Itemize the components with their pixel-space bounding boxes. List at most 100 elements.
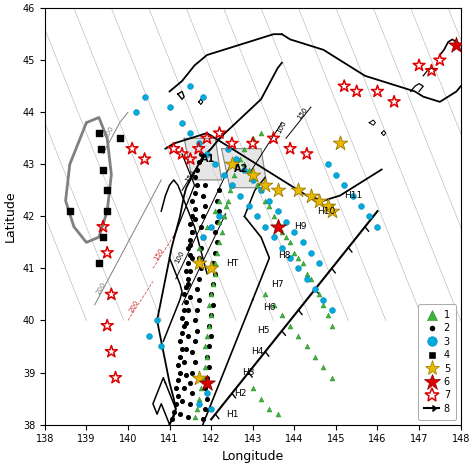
Point	[216, 212, 223, 220]
Point	[189, 228, 196, 236]
Point	[187, 220, 194, 228]
Point	[195, 395, 202, 402]
Point	[187, 252, 194, 259]
Text: 200: 200	[95, 281, 107, 296]
Point	[141, 156, 148, 163]
Point	[257, 187, 265, 194]
Point	[195, 254, 202, 262]
Point	[324, 202, 331, 210]
Point	[228, 181, 236, 189]
Point	[197, 384, 205, 392]
Point	[187, 236, 194, 243]
Text: 150: 150	[296, 106, 309, 121]
Point	[182, 371, 190, 379]
Point	[187, 129, 194, 137]
Point	[172, 384, 180, 392]
Point	[374, 88, 381, 95]
Text: A1: A1	[201, 154, 215, 164]
Point	[311, 353, 319, 361]
Point	[178, 150, 186, 158]
Point	[199, 234, 207, 241]
Point	[197, 244, 205, 251]
Point	[191, 174, 198, 181]
Text: 100: 100	[275, 120, 287, 134]
Point	[195, 244, 202, 251]
Point	[299, 239, 306, 246]
Point	[249, 176, 256, 184]
Point	[203, 395, 211, 402]
Point	[253, 181, 261, 189]
Point	[189, 212, 196, 220]
Point	[286, 322, 294, 329]
Point	[168, 416, 175, 423]
Text: H11: H11	[344, 191, 363, 200]
Point	[207, 333, 215, 340]
Point	[324, 311, 331, 319]
Text: H6: H6	[263, 303, 275, 312]
Point	[303, 270, 310, 277]
Point	[182, 283, 190, 290]
Point	[211, 270, 219, 277]
Point	[178, 330, 186, 337]
Point	[224, 145, 232, 152]
Point	[211, 260, 219, 267]
Y-axis label: Latitude: Latitude	[4, 191, 17, 242]
Point	[176, 353, 184, 361]
Text: H4: H4	[251, 347, 263, 356]
Point	[210, 280, 217, 288]
Point	[274, 223, 282, 231]
Text: 100: 100	[174, 249, 185, 264]
Point	[295, 187, 302, 194]
Point	[184, 306, 192, 314]
Text: H8: H8	[278, 251, 290, 260]
Text: H3: H3	[242, 368, 255, 377]
Point	[201, 343, 209, 350]
Text: 200: 200	[103, 125, 115, 139]
Point	[265, 405, 273, 413]
Point	[232, 161, 240, 168]
Point	[220, 212, 228, 220]
Point	[249, 134, 256, 142]
Point	[203, 333, 211, 340]
Point	[249, 171, 256, 178]
Point	[205, 343, 213, 350]
Point	[316, 260, 323, 267]
Point	[291, 249, 298, 256]
Point	[365, 212, 373, 220]
Point	[332, 171, 340, 178]
Text: H5: H5	[257, 326, 269, 335]
Point	[207, 311, 215, 319]
Point	[95, 129, 103, 137]
Point	[214, 239, 221, 246]
Point	[180, 306, 188, 314]
Point	[187, 241, 194, 249]
Point	[249, 384, 256, 392]
Point	[203, 223, 211, 231]
Point	[216, 129, 223, 137]
Point	[241, 161, 248, 168]
Point	[303, 343, 310, 350]
Point	[319, 296, 327, 304]
Point	[193, 327, 201, 334]
Point	[319, 301, 327, 309]
Point	[211, 161, 219, 168]
Point	[214, 218, 221, 225]
Point	[415, 62, 423, 69]
Point	[184, 333, 192, 340]
Point	[265, 197, 273, 205]
Point	[184, 413, 192, 420]
Text: H9: H9	[294, 222, 307, 231]
Point	[195, 275, 202, 283]
Point	[226, 187, 234, 194]
Point	[191, 215, 198, 223]
Point	[197, 150, 205, 158]
Point	[178, 346, 186, 353]
Point	[295, 265, 302, 272]
Point	[307, 275, 315, 283]
Point	[270, 301, 277, 309]
Point	[207, 265, 215, 272]
Point	[128, 145, 136, 152]
Point	[178, 397, 186, 405]
Point	[193, 306, 201, 314]
Point	[282, 234, 290, 241]
